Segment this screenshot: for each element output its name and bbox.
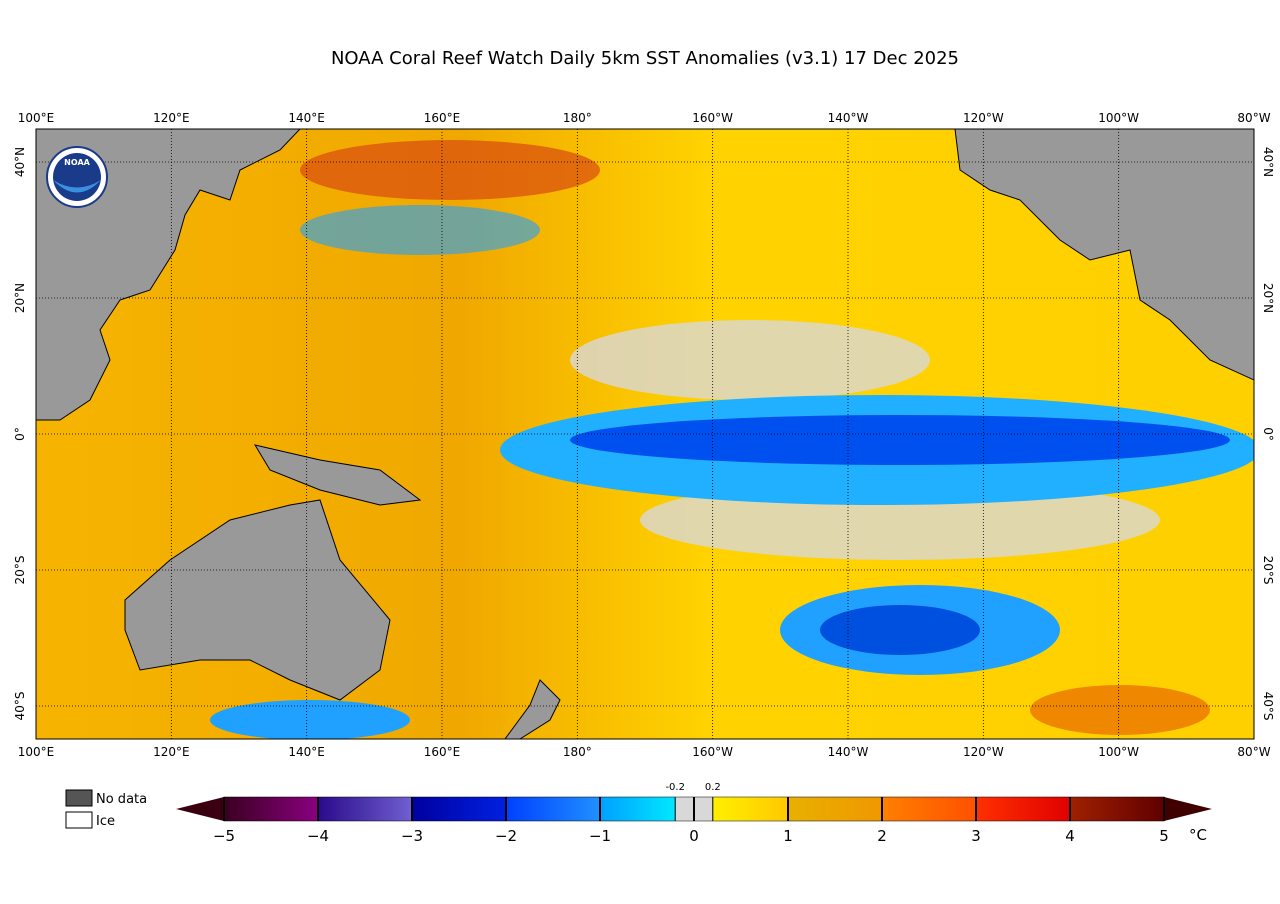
lon-label: 140°W [828,745,869,759]
lon-label: 120°W [963,111,1004,125]
lat-label: 20°S [13,556,27,585]
lon-label: 160°W [692,745,733,759]
colorbar-max-extend [1164,797,1212,821]
lon-label: 120°E [153,745,190,759]
lon-label: 100°W [1098,111,1139,125]
lat-label: 40°N [1261,147,1275,177]
anomaly-warm [300,140,600,200]
lon-label: 100°E [18,111,55,125]
australia [124,499,391,701]
colorbar-tick-label: 3 [971,827,981,845]
land [36,129,1254,739]
colorbar-minor-label: -0.2 [665,782,685,793]
anomaly-warm [1030,685,1210,735]
lat-label: 0° [1261,427,1275,441]
logo-text: NOAA [64,158,90,167]
lon-label: 160°W [692,111,733,125]
legend: No data Ice [65,789,147,829]
lon-label: 180° [563,111,592,125]
colorbar-tick-label: −2 [495,827,517,845]
legend-label: No data [96,792,147,807]
anomaly-cold [570,415,1230,465]
lat-label: 20°N [13,283,27,313]
logo: NOAA [46,146,108,208]
anomaly-cold [820,605,980,655]
lon-label: 140°W [828,111,869,125]
asia [36,129,301,421]
lon-label: 100°W [1098,745,1139,759]
colorbar-tick-label: −5 [213,827,235,845]
lat-label: 20°N [1261,283,1275,313]
colorbar-tick-label: 0 [689,827,699,845]
colorbar-tick-label: −1 [589,827,611,845]
anomaly-cool [210,700,410,739]
lon-label: 120°W [963,745,1004,759]
colorbar-tick-label: −4 [307,827,329,845]
lon-label: 140°E [288,111,325,125]
lat-label: 40°S [13,692,27,721]
colorbar-tick-label: 5 [1159,827,1169,845]
anomaly-cool [300,205,540,255]
legend-label: Ice [96,814,115,829]
lon-label: 80°W [1237,745,1270,759]
lat-label: 40°S [1261,692,1275,721]
lon-label: 180° [563,745,592,759]
lon-label: 100°E [18,745,55,759]
north-america [954,129,1254,381]
new-zealand [504,679,561,739]
graticule [36,129,1254,739]
logo-wave [53,180,101,193]
lon-label: 160°E [424,111,461,125]
anomaly-neutral [570,320,930,400]
colorbar: °C −5 −4 −3 −2 −1 0 1 2 3 4 5 -0.2 0.2 [176,782,1212,845]
lon-label: 80°W [1237,111,1270,125]
lon-label: 140°E [288,745,325,759]
colorbar-min-extend [176,797,224,821]
ice-swatch [65,811,93,829]
map [36,129,1254,739]
lat-label: 40°N [13,147,27,177]
colorbar-tick-label: 1 [783,827,793,845]
colorbar-tick-label: 4 [1065,827,1075,845]
title: NOAA Coral Reef Watch Daily 5km SST Anom… [331,48,959,69]
new-guinea [253,444,422,506]
lon-label: 120°E [153,111,190,125]
map-frame [35,128,1255,740]
colorbar-unit: °C [1189,826,1207,844]
lon-label: 160°E [424,745,461,759]
colorbar-tick-label: 2 [877,827,887,845]
no-data-swatch [65,789,93,807]
colorbar-minor-label: 0.2 [705,782,721,793]
lat-label: 20°S [1261,556,1275,585]
lat-label: 0° [13,427,27,441]
colorbar-tick-label: −3 [401,827,423,845]
